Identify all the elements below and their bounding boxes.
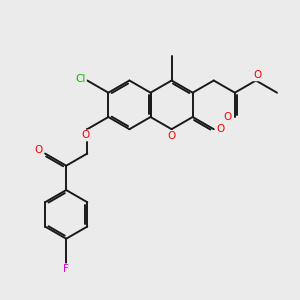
- Text: O: O: [34, 146, 42, 155]
- Text: O: O: [167, 131, 176, 141]
- Text: O: O: [81, 130, 89, 140]
- Text: Cl: Cl: [75, 74, 86, 83]
- Text: O: O: [254, 70, 262, 80]
- Text: F: F: [63, 264, 69, 274]
- Text: O: O: [224, 112, 232, 122]
- Text: O: O: [216, 124, 225, 134]
